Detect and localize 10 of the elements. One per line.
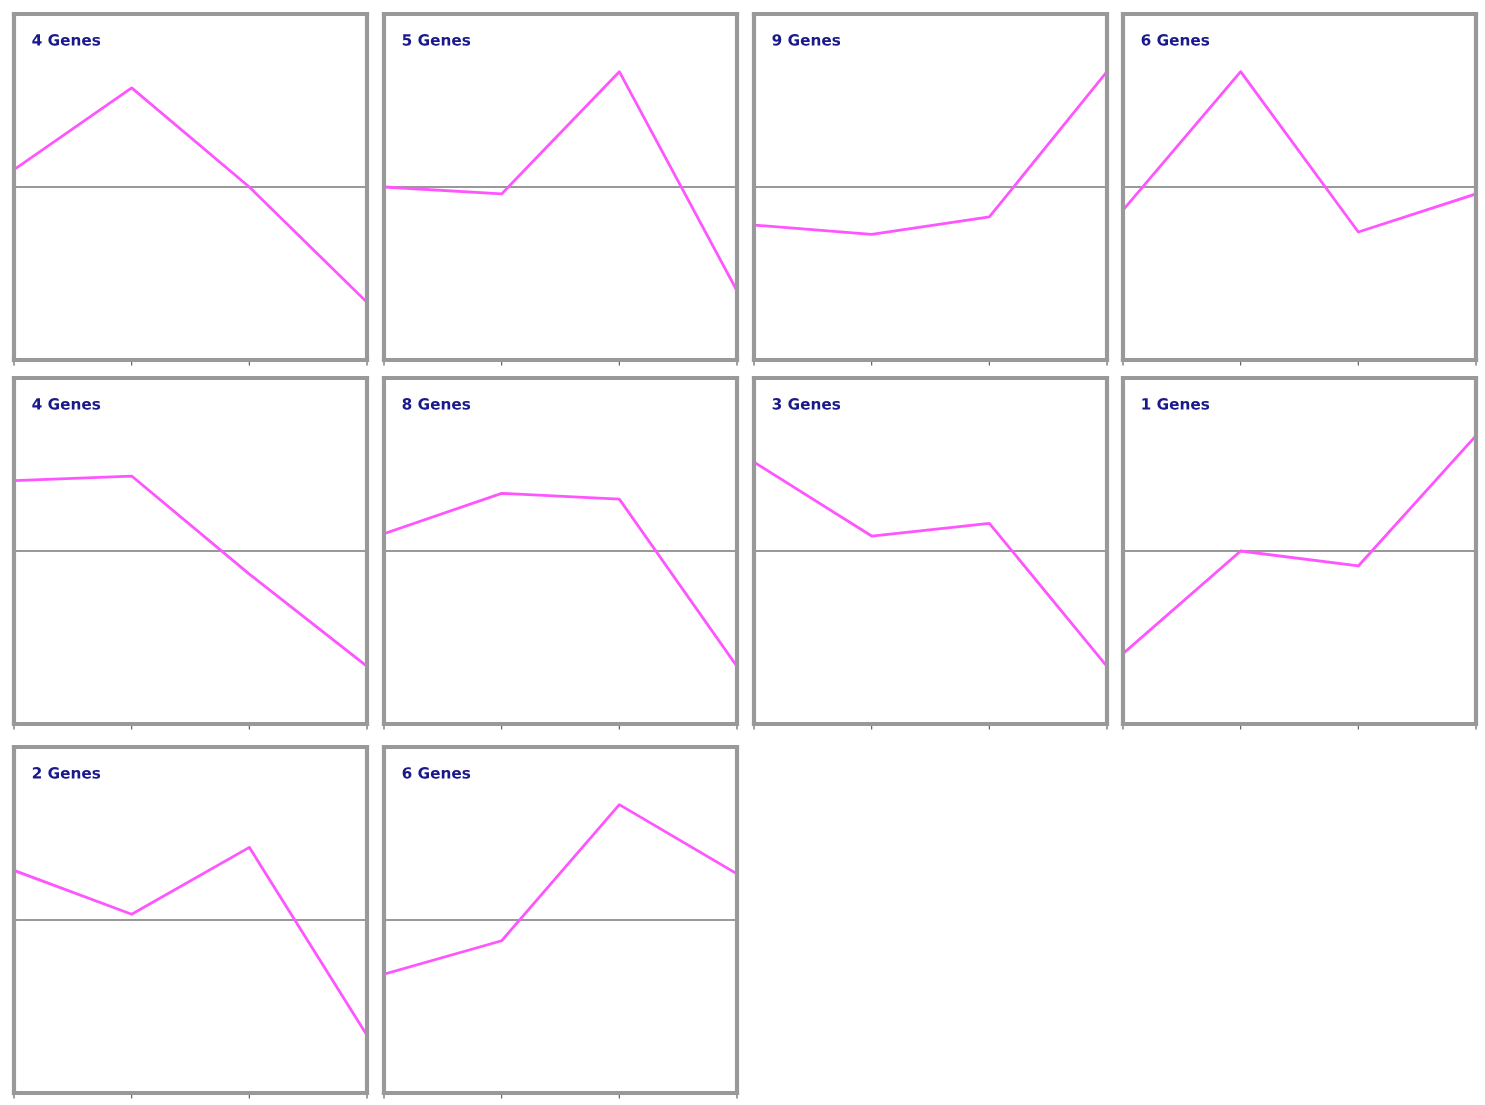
chart-title: 3 Genes	[772, 398, 841, 410]
chart-title: 4 Genes	[32, 34, 101, 46]
chart-title: 1 Genes	[1142, 398, 1210, 410]
chart-title: 8 Genes	[402, 398, 471, 410]
chart-title: 6 Genes	[402, 767, 471, 779]
chart-title: 5 Genes	[402, 34, 471, 46]
chart-title: 4 Genes	[32, 398, 101, 410]
chart-title: 9 Genes	[772, 34, 841, 46]
chart-title: 6 Genes	[1141, 34, 1210, 46]
chart-title: 2 Genes	[32, 767, 101, 779]
